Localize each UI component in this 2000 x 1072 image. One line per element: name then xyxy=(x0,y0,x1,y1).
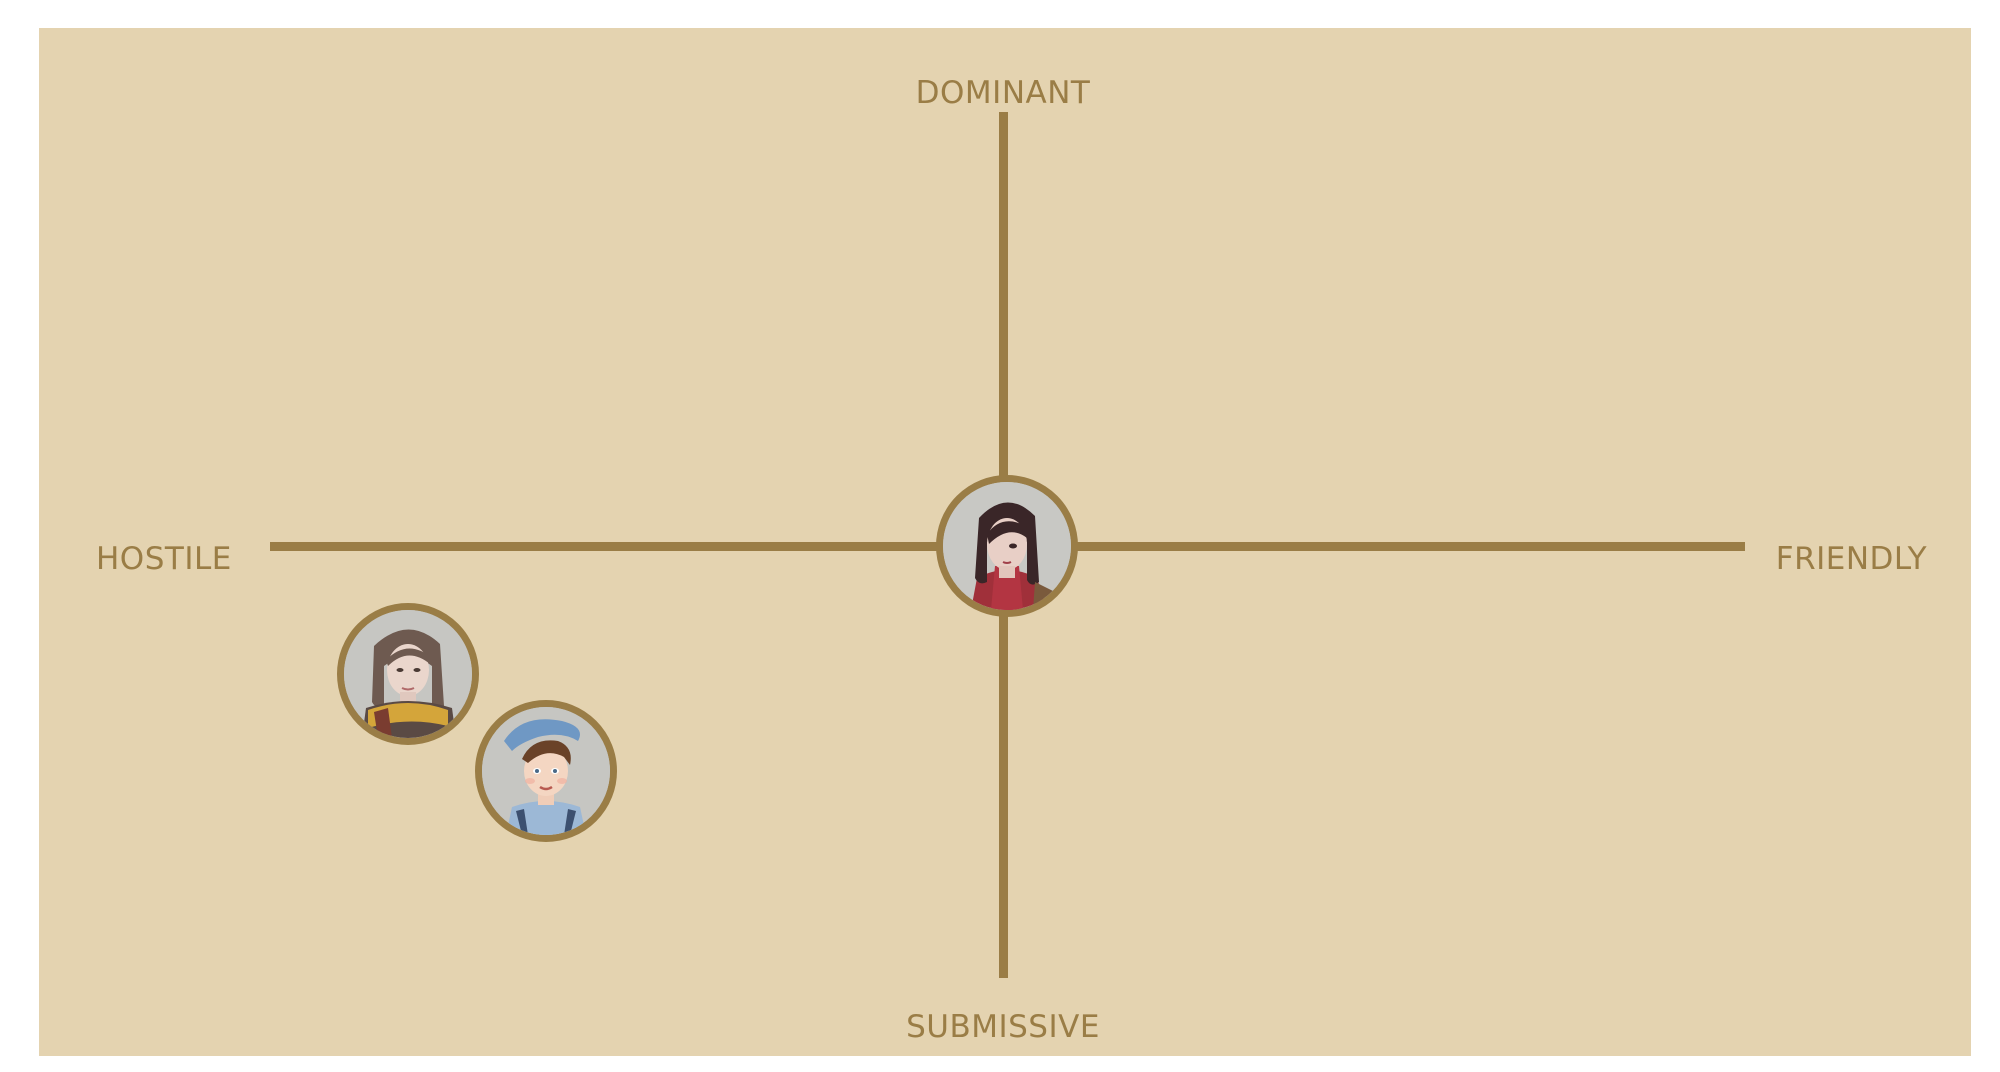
horizontal-axis-left xyxy=(270,542,938,551)
character-avatar-center[interactable] xyxy=(936,475,1078,617)
interpersonal-circle-panel: DOMINANT SUBMISSIVE HOSTILE FRIENDLY xyxy=(39,28,1971,1056)
axis-label-submissive: SUBMISSIVE xyxy=(906,1009,1100,1045)
vertical-axis-bottom xyxy=(999,612,1008,978)
dark-haired-woman-portrait-icon xyxy=(943,482,1071,610)
character-avatar-scarf-woman[interactable] xyxy=(337,603,479,745)
axis-label-friendly: FRIENDLY xyxy=(1775,541,1927,577)
axis-label-dominant: DOMINANT xyxy=(915,75,1091,111)
axis-label-hostile: HOSTILE xyxy=(96,541,232,577)
young-man-beret-portrait-icon xyxy=(482,707,610,835)
horizontal-axis-right xyxy=(1069,542,1745,551)
character-avatar-beret-man[interactable] xyxy=(475,700,617,842)
woman-with-scarf-portrait-icon xyxy=(344,610,472,738)
vertical-axis-top xyxy=(999,112,1008,480)
